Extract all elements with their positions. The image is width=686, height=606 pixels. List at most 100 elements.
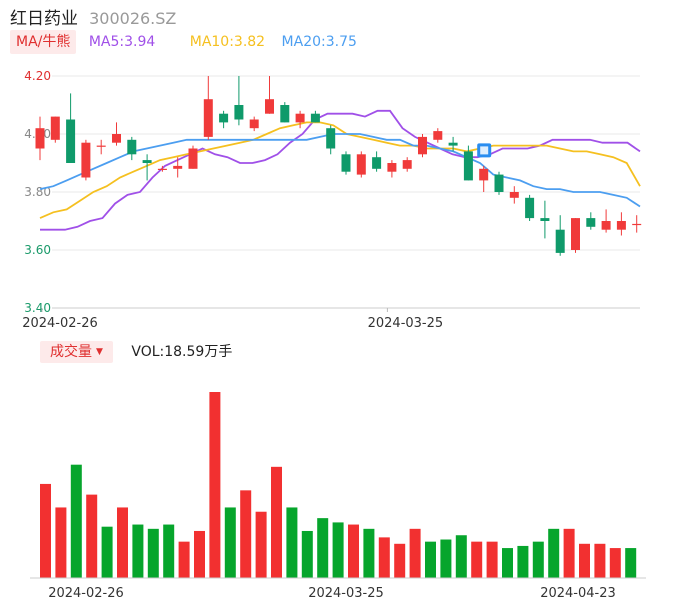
candle-body (601, 221, 611, 230)
candle-body (50, 116, 60, 140)
candlestick-series (35, 76, 642, 256)
volume-bar (194, 530, 205, 578)
candle-body (234, 105, 244, 120)
candle-body (112, 134, 121, 143)
volume-bar (594, 543, 606, 578)
volume-bar (486, 541, 498, 578)
candle-body (402, 160, 412, 169)
volume-bar (132, 524, 144, 578)
candle-body (310, 113, 320, 123)
candle-body (356, 154, 366, 175)
stock-code: 300026.SZ (89, 9, 177, 28)
volume-bar (70, 464, 82, 578)
volume-bar (517, 545, 529, 578)
volume-bar (409, 528, 421, 578)
volume-bar (579, 543, 590, 578)
candle-body (127, 139, 137, 155)
ma-legend: MA/牛熊 MA5:3.94 MA10:3.82 MA20:3.75 (10, 30, 357, 54)
volume-bar (55, 507, 67, 578)
volume-bar (563, 528, 575, 578)
volume-bar (394, 543, 406, 578)
candle-body (203, 99, 213, 137)
volume-bar (301, 530, 313, 578)
volume-bar (363, 528, 375, 578)
candle-body (509, 192, 519, 198)
volume-bar (471, 541, 483, 578)
ma10-line (39, 121, 641, 219)
candle-body (341, 154, 351, 172)
event-flag-icon[interactable] (477, 143, 492, 158)
candle-body (142, 160, 152, 163)
candle-body (433, 131, 443, 140)
volume-bar (209, 392, 221, 578)
candle-body (372, 157, 382, 169)
volume-bar (609, 548, 621, 578)
y-tick-label: 3.60 (24, 243, 51, 257)
volume-bar (163, 524, 175, 578)
caret-down-icon: ▼ (96, 347, 103, 357)
candle-body (616, 221, 626, 230)
candle-body (494, 174, 504, 192)
x-tick-label: 2024-03-25 (368, 316, 444, 331)
candle-body (295, 113, 305, 123)
volume-bar (40, 483, 51, 578)
event-flag-glyph (480, 146, 489, 155)
candle-body (249, 119, 259, 129)
ma20-line (39, 133, 641, 208)
candle-body (265, 99, 274, 114)
candle-body (280, 105, 290, 123)
volume-value: VOL:18.59万手 (131, 344, 233, 360)
volume-bar (271, 466, 282, 578)
ma10-legend: MA10:3.82 (189, 34, 266, 50)
moving-average-lines (39, 109, 641, 231)
volume-bar (147, 528, 159, 578)
volume-bar (548, 528, 560, 578)
price-y-axis: 4.204.003.803.603.40 (24, 69, 51, 315)
volume-bars (30, 392, 646, 579)
volume-bar (625, 548, 637, 578)
volume-bar (117, 507, 128, 578)
volume-indicator-button[interactable]: 成交量 ▼ (40, 341, 113, 363)
ma-indicator-button[interactable]: MA/牛熊 (10, 30, 77, 54)
ma5-legend: MA5:3.94 (88, 34, 156, 50)
volume-bar (348, 524, 359, 578)
candle-body (586, 218, 596, 227)
candle-body (525, 197, 535, 219)
volume-bar (455, 535, 467, 578)
volume-x-tick-label: 2024-02-26 (48, 586, 124, 601)
candle-body (387, 163, 397, 172)
candle-body (96, 145, 106, 147)
candle-body (173, 165, 183, 169)
volume-x-tick-label: 2024-04-23 (540, 586, 616, 601)
stock-header: 红日药业 300026.SZ (10, 4, 177, 29)
candle-body (418, 136, 427, 155)
candle-body (35, 128, 45, 149)
candle-body (540, 218, 550, 221)
candle-body (479, 168, 489, 181)
price-grid (52, 75, 640, 309)
candle-body (157, 168, 167, 170)
volume-bar (317, 518, 329, 578)
volume-bar (286, 507, 298, 578)
volume-bar (502, 548, 513, 578)
volume-x-tick-label: 2024-03-25 (308, 586, 384, 601)
stock-name: 红日药业 (10, 9, 78, 29)
ma20-legend: MA20:3.75 (281, 34, 357, 50)
volume-bar (332, 522, 344, 578)
candle-body (188, 148, 198, 169)
volume-bar (224, 507, 236, 578)
candle-body (632, 223, 642, 226)
volume-bar (532, 541, 544, 578)
candle-body (219, 113, 229, 123)
candle-body (81, 142, 91, 178)
volume-bar (240, 490, 252, 578)
y-tick-label: 4.20 (24, 69, 51, 83)
volume-bar (255, 511, 267, 578)
y-tick-label: 3.40 (24, 301, 51, 315)
candle-body (326, 128, 336, 149)
volume-bar (440, 539, 452, 578)
volume-bar (86, 494, 98, 578)
candle-body (555, 229, 565, 253)
